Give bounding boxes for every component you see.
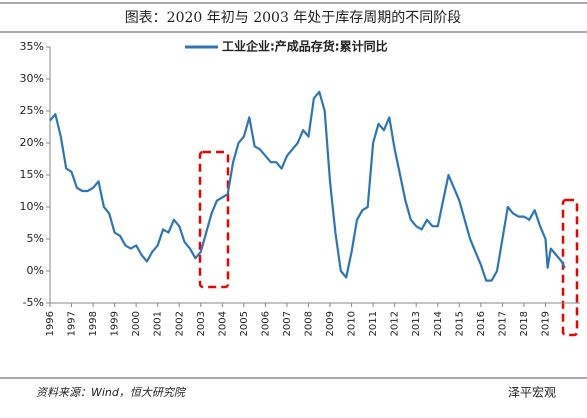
x-tick-label: 2014 (433, 311, 444, 336)
x-tick-label: 2015 (454, 311, 465, 336)
x-tick-label: 1999 (110, 311, 121, 336)
x-tick-label: 2019 (540, 311, 551, 336)
x-tick-label: 2010 (347, 311, 358, 336)
y-tick-label: 10% (20, 200, 44, 213)
x-tick-label: 2009 (325, 311, 336, 336)
x-tick-label: 2011 (368, 311, 379, 336)
chart-title: 图表：2020 年初与 2003 年处于库存周期的不同阶段 (125, 9, 462, 26)
y-tick-label: -5% (23, 296, 44, 309)
highlight-box (561, 198, 579, 337)
watermark: 泽平宏观 (508, 385, 556, 400)
highlight-box (198, 150, 230, 289)
x-tick-label: 2001 (153, 311, 164, 336)
y-tick-label: 25% (20, 104, 44, 117)
y-tick-label: 0% (27, 264, 44, 277)
y-tick-label: 30% (20, 72, 44, 85)
x-tick-label: 2008 (304, 311, 315, 336)
x-tick-label: 2000 (131, 311, 142, 336)
legend-label: 工业企业:产成品存货:累计同比 (222, 39, 388, 54)
x-tick-label: 1996 (45, 311, 56, 336)
y-tick-label: 15% (20, 168, 44, 181)
x-tick-label: 2012 (390, 311, 401, 336)
x-tick-label: 1998 (88, 311, 99, 336)
x-tick-label: 2005 (239, 311, 250, 336)
x-tick-label: 2018 (519, 311, 530, 336)
x-tick-label: 2004 (217, 311, 228, 336)
x-tick-label: 2003 (196, 311, 207, 336)
x-tick-label: 1997 (67, 311, 78, 336)
y-tick-label: 20% (20, 136, 44, 149)
data-line (49, 90, 566, 282)
y-tick-label: 5% (27, 232, 44, 245)
y-tick-label: 35% (20, 40, 44, 53)
x-tick-label: 2016 (476, 311, 487, 336)
x-tick-label: 2007 (282, 311, 293, 336)
x-tick-label: 2006 (260, 311, 271, 336)
x-tick-label: 2017 (497, 311, 508, 336)
x-tick-label: 2013 (411, 311, 422, 336)
x-tick-label: 2002 (174, 311, 185, 336)
source-note: 资料来源：Wind，恒大研究院 (36, 386, 187, 399)
